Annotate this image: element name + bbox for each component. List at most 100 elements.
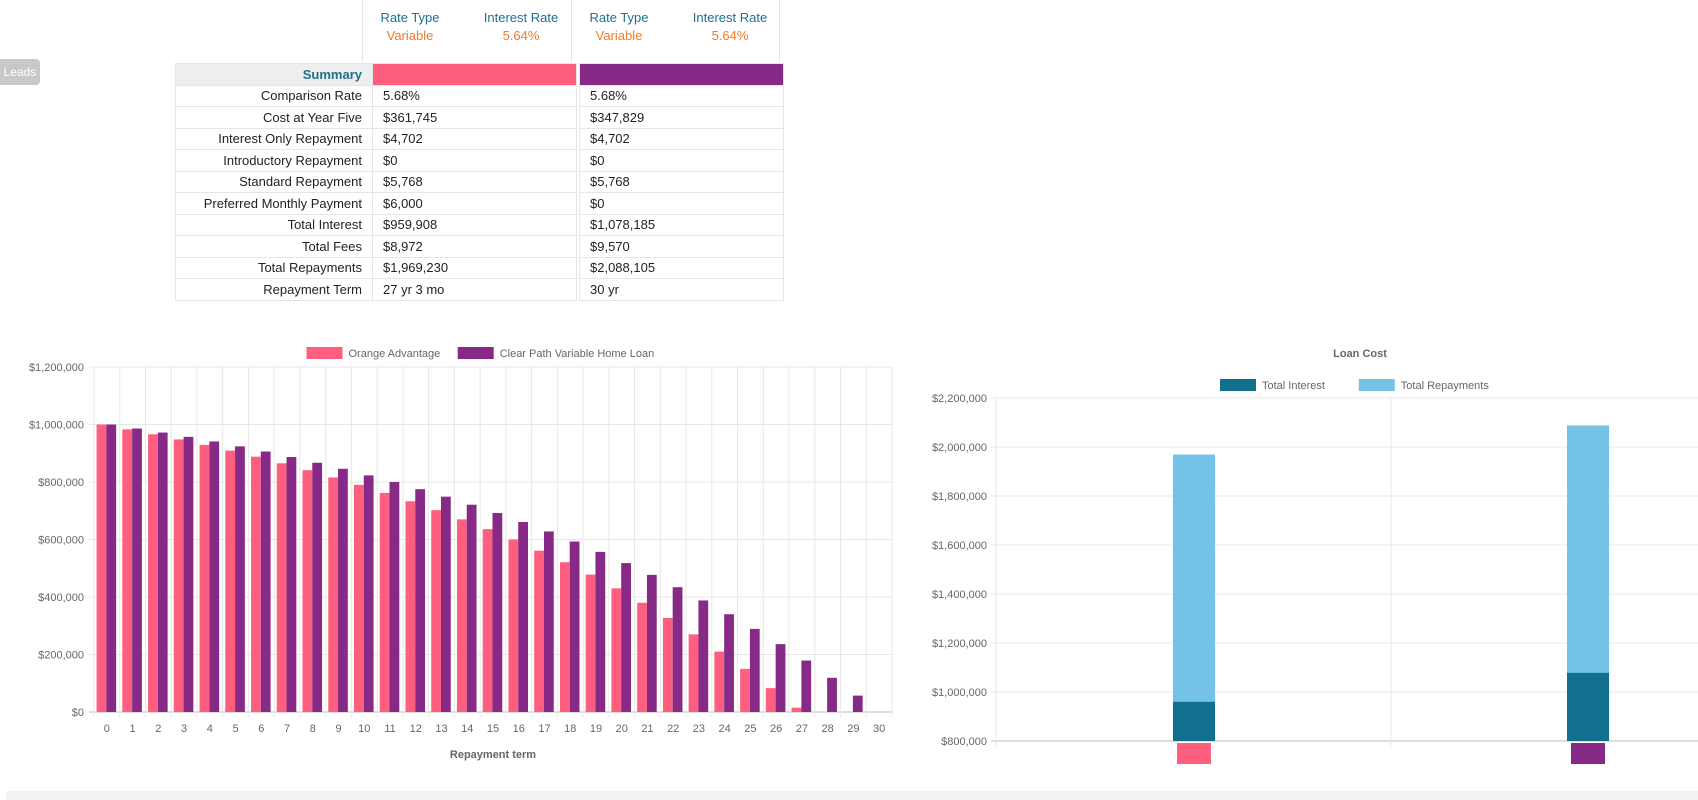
- bar: [801, 660, 812, 712]
- rate-type-2: Rate Type Variable: [584, 10, 654, 43]
- x-tick-label: 28: [822, 723, 834, 735]
- legend-label: Orange Advantage: [349, 348, 441, 360]
- legend-label: Clear Path Variable Home Loan: [500, 348, 655, 360]
- x-tick-label: 0: [104, 723, 110, 735]
- bar: [456, 519, 467, 712]
- product-2-color-bar: [579, 63, 784, 86]
- row-value-product-1: 27 yr 3 mo: [372, 278, 577, 301]
- rate-header-product-2: Rate Type Variable Interest Rate 5.64%: [571, 0, 780, 62]
- x-tick-label: 11: [384, 723, 395, 735]
- table-row: Preferred Monthly Payment $6,000 $0: [175, 192, 784, 215]
- rate-type-1: Rate Type Variable: [375, 10, 445, 43]
- x-tick-label: 17: [538, 723, 550, 735]
- bar: [637, 602, 647, 712]
- y-tick-label: $800,000: [941, 736, 987, 748]
- row-value-product-2: $5,768: [579, 170, 784, 193]
- bar: [353, 484, 364, 712]
- bar: [199, 444, 210, 712]
- x-tick-label: 13: [435, 723, 447, 735]
- table-row: Total Interest $959,908 $1,078,185: [175, 213, 784, 236]
- summary-table: Summary Comparison Rate 5.68% 5.68% Cost a…: [175, 63, 784, 301]
- x-tick-label: 8: [310, 723, 316, 735]
- bottom-strip: [6, 791, 1698, 800]
- x-tick-label: 7: [284, 723, 290, 735]
- x-tick-label: 2: [155, 723, 161, 735]
- bar: [672, 587, 683, 712]
- balance-chart: $0 $200,000 $400,000 $600,000 $800,000 $1,000…: [29, 347, 893, 761]
- bar: [157, 432, 168, 712]
- row-value-product-2: 30 yr: [579, 278, 784, 301]
- bar: [389, 482, 400, 712]
- product-1-color-bar: [372, 63, 577, 86]
- bar: [740, 668, 750, 712]
- bar: [482, 529, 493, 712]
- bar: [646, 574, 657, 712]
- legend-swatch: [1358, 379, 1395, 391]
- y-tick-label: $1,200,000: [29, 362, 84, 374]
- bar: [534, 550, 544, 712]
- y-tick-label: $400,000: [38, 592, 84, 604]
- table-row: Interest Only Repayment $4,702 $4,702: [175, 127, 784, 150]
- table-row: Total Fees $8,972 $9,570: [175, 235, 784, 258]
- row-value-product-2: $2,088,105: [579, 256, 784, 279]
- bar: [749, 628, 760, 712]
- row-label: Total Fees: [175, 235, 373, 258]
- rate-type-label: Rate Type: [589, 10, 649, 25]
- y-tick-label: $1,800,000: [932, 491, 987, 503]
- row-label: Total Interest: [175, 213, 373, 236]
- x-tick-label: 24: [719, 723, 731, 735]
- x-tick-label: 25: [744, 723, 756, 735]
- legend-swatch: [306, 347, 343, 359]
- bar: [276, 463, 287, 712]
- row-value-product-1: $1,969,230: [372, 256, 577, 279]
- bar: [183, 436, 194, 712]
- row-value-product-2: $4,702: [579, 127, 784, 150]
- leads-tab[interactable]: Leads: [0, 59, 40, 85]
- legend-swatch: [457, 347, 494, 359]
- bar: [148, 434, 158, 712]
- legend-label: Total Interest: [1262, 380, 1325, 392]
- x-tick-label: 19: [590, 723, 602, 735]
- bar: [791, 707, 802, 712]
- row-value-product-2: $1,078,185: [579, 213, 784, 236]
- bar: [379, 492, 390, 712]
- row-value-product-2: $0: [579, 192, 784, 215]
- y-tick-label: $1,600,000: [932, 540, 987, 552]
- row-value-product-1: $8,972: [372, 235, 577, 258]
- table-row: Cost at Year Five $361,745 $347,829: [175, 106, 784, 129]
- x-tick-label: 9: [335, 723, 341, 735]
- bar: [415, 489, 426, 712]
- bar: [286, 456, 297, 712]
- row-value-product-1: $5,768: [372, 170, 577, 193]
- bar-total-interest: [1567, 672, 1609, 741]
- interest-rate-1: Interest Rate 5.64%: [476, 10, 566, 43]
- x-tick-label: 27: [796, 723, 808, 735]
- bar: [225, 450, 236, 712]
- x-tick-label: 12: [410, 723, 422, 735]
- row-label: Interest Only Repayment: [175, 127, 373, 150]
- legend-swatch: [1220, 379, 1256, 391]
- row-label: Comparison Rate: [175, 84, 373, 107]
- bar-total-interest: [1173, 701, 1215, 741]
- y-tick-label: $0: [72, 707, 84, 719]
- bar: [543, 531, 554, 712]
- bar: [328, 477, 339, 712]
- bar: [235, 446, 245, 712]
- bar: [466, 504, 477, 712]
- chart-title: Loan Cost: [1333, 348, 1387, 360]
- y-tick-label: $2,000,000: [932, 442, 987, 454]
- x-tick-label: 18: [564, 723, 576, 735]
- row-label: Introductory Repayment: [175, 149, 373, 172]
- bar: [338, 468, 348, 712]
- x-tick-label: 29: [847, 723, 859, 735]
- bar: [122, 429, 133, 712]
- table-row: Repayment Term 27 yr 3 mo 30 yr: [175, 278, 784, 301]
- x-axis-title: Repayment term: [450, 749, 536, 761]
- bar: [688, 634, 699, 712]
- category-marker: [1571, 743, 1605, 764]
- bar: [765, 688, 776, 712]
- bar: [405, 501, 416, 712]
- bar: [827, 677, 837, 712]
- bar: [508, 539, 519, 712]
- bar: [431, 510, 442, 712]
